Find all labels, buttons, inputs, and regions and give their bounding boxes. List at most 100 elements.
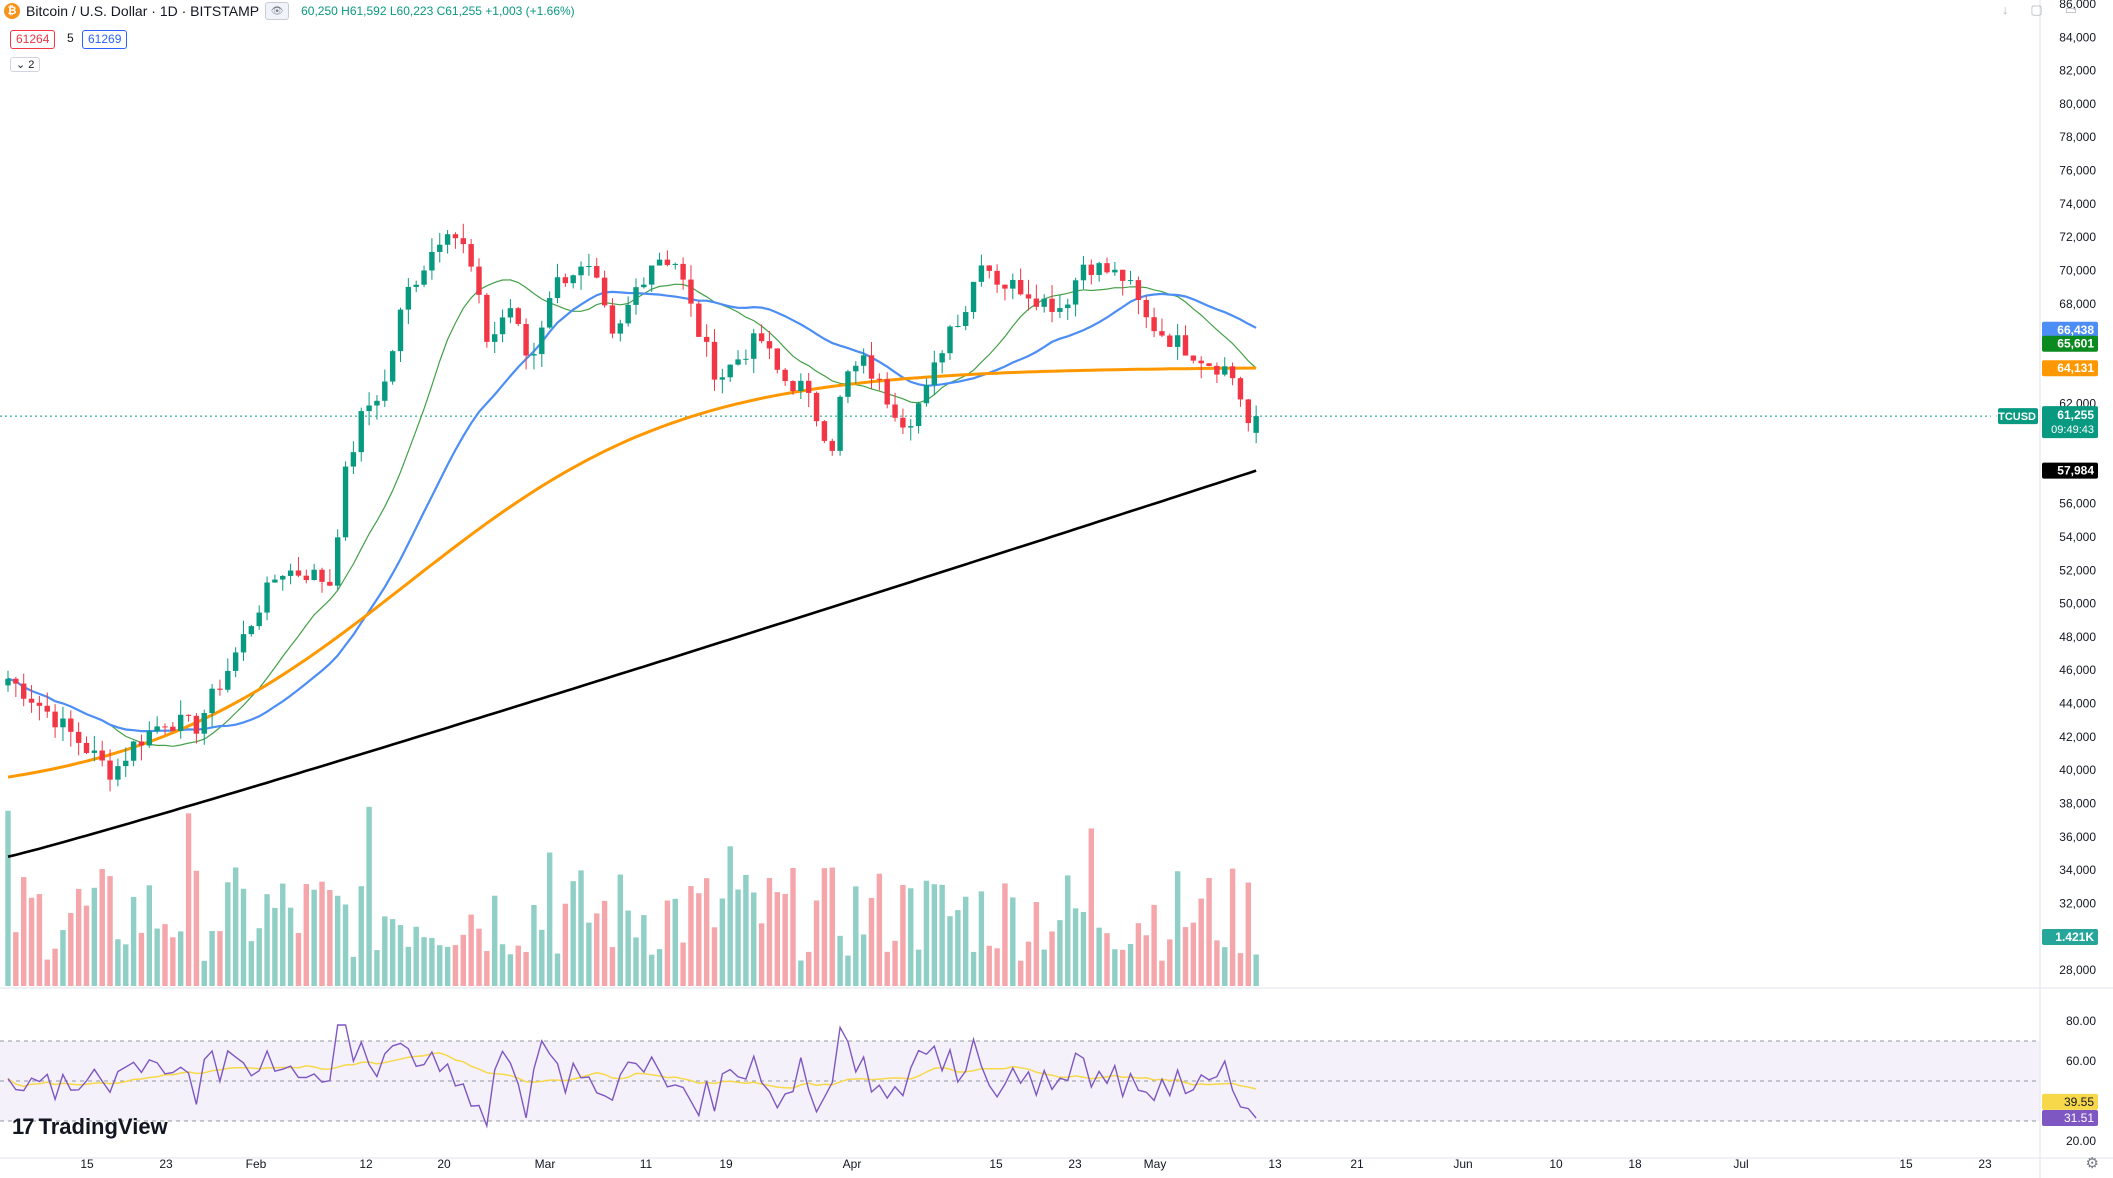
candle-body bbox=[60, 718, 66, 728]
time-tick-label: 23 bbox=[1068, 1157, 1082, 1171]
candle-body bbox=[146, 731, 152, 746]
volume-bar bbox=[1088, 828, 1094, 986]
volume-bar bbox=[1112, 949, 1118, 986]
volume-bar bbox=[499, 944, 506, 986]
candle-body bbox=[68, 718, 74, 732]
volume-bar bbox=[649, 954, 655, 986]
candle-body bbox=[782, 369, 788, 382]
price-tick-label: 74,000 bbox=[2059, 197, 2096, 211]
candle-body bbox=[790, 381, 796, 392]
volume-bar bbox=[633, 937, 639, 986]
volume-bar bbox=[170, 937, 176, 986]
symbol-title[interactable]: Bitcoin / U.S. Dollar · 1D · BITSTAMP bbox=[26, 3, 260, 19]
time-tick-label: Jun bbox=[1453, 1157, 1472, 1171]
candle-body bbox=[484, 294, 490, 342]
candle-body bbox=[389, 351, 396, 382]
volume-bar bbox=[782, 893, 788, 986]
candle-body bbox=[36, 702, 43, 706]
volume-bar bbox=[492, 895, 498, 986]
gear-icon[interactable]: ⚙ bbox=[2085, 1155, 2099, 1172]
volume-bar bbox=[892, 940, 898, 986]
volume-bar bbox=[437, 945, 443, 986]
volume-bar bbox=[335, 895, 341, 986]
rsi-ma-badge-bg bbox=[2042, 1093, 2098, 1110]
volume-bar bbox=[287, 907, 294, 986]
candle-body bbox=[1206, 363, 1212, 366]
candle-body bbox=[21, 683, 27, 699]
maximize-icon[interactable]: ▢ bbox=[2030, 2, 2043, 17]
volume-bar bbox=[476, 928, 482, 986]
time-tick-label: 23 bbox=[1978, 1157, 1992, 1171]
candle-body bbox=[1057, 308, 1063, 312]
arrow-down-icon[interactable]: ↓ bbox=[2001, 2, 2009, 17]
indicators-badge[interactable]: ⌄ 2 bbox=[10, 57, 41, 72]
candle-body bbox=[1167, 335, 1173, 347]
rsi-ma-badge: 39.55 bbox=[2064, 1095, 2094, 1109]
candle-body bbox=[460, 238, 466, 245]
candle-body bbox=[955, 325, 961, 327]
candle-body bbox=[1088, 264, 1094, 275]
volume-bar bbox=[735, 889, 741, 986]
volume-bar bbox=[44, 959, 50, 986]
ask-price-button[interactable]: 61269 bbox=[82, 30, 128, 49]
candle-body bbox=[1002, 284, 1008, 289]
candlesticks bbox=[5, 223, 1259, 792]
candle-body bbox=[1127, 280, 1134, 282]
time-tick-label: 23 bbox=[159, 1157, 173, 1171]
volume-bar bbox=[1072, 908, 1079, 986]
ma-orange-line bbox=[7, 366, 1257, 779]
candle-body bbox=[751, 333, 757, 359]
ma-black-line bbox=[7, 469, 1257, 858]
volume-bar bbox=[382, 916, 388, 986]
eye-icon[interactable]: 👁 bbox=[265, 2, 290, 20]
price-tick-label: 80,000 bbox=[2059, 97, 2096, 111]
volume-bar bbox=[696, 893, 702, 986]
tradingview-logo-text: TradingView bbox=[38, 1114, 168, 1139]
candle-body bbox=[578, 266, 584, 276]
volume-badge-bg bbox=[2042, 929, 2098, 945]
candle-body bbox=[860, 355, 867, 366]
volume-bar bbox=[531, 904, 537, 986]
candle-body bbox=[837, 396, 843, 451]
candle-body bbox=[923, 384, 930, 404]
volume-bar bbox=[727, 846, 733, 986]
volume-bar bbox=[625, 910, 631, 986]
minimize-icon[interactable]: ▭ bbox=[2064, 2, 2077, 17]
candle-body bbox=[1120, 269, 1126, 281]
time-axis: 15 23 Feb 12 20 Mar 11 19 Apr 15 23 May 13 21 Jun 10 18 J… bbox=[80, 1157, 1992, 1171]
candle-body bbox=[884, 379, 890, 405]
candle-body bbox=[900, 417, 906, 428]
candle-body bbox=[1112, 269, 1118, 273]
candle-body bbox=[829, 440, 835, 451]
ma-green-badge: 65,601 bbox=[2057, 337, 2094, 351]
candle-body bbox=[633, 287, 639, 305]
candle-body bbox=[758, 333, 765, 342]
volume-bar bbox=[719, 898, 726, 986]
volume-bar bbox=[444, 946, 451, 986]
bid-price-button[interactable]: 61264 bbox=[10, 30, 56, 49]
candle-body bbox=[201, 713, 207, 734]
volume-bar bbox=[711, 927, 718, 986]
volume-bar bbox=[1127, 943, 1134, 986]
candle-body bbox=[319, 569, 325, 582]
candle-body bbox=[1229, 366, 1236, 379]
chart-header: ₿ Bitcoin / U.S. Dollar · 1D · BITSTAMP … bbox=[4, 2, 575, 20]
candle-body bbox=[1245, 399, 1251, 424]
candle-body bbox=[1214, 365, 1220, 375]
candle-body bbox=[256, 612, 262, 627]
volume-bar bbox=[1041, 949, 1047, 986]
volume-bar bbox=[1104, 933, 1110, 986]
volume-bar bbox=[641, 915, 647, 986]
volume-bar bbox=[609, 947, 616, 986]
volume-bar bbox=[1167, 939, 1173, 986]
candle-body bbox=[280, 575, 286, 580]
volume-bar bbox=[798, 960, 804, 986]
time-tick-label: Jul bbox=[1733, 1157, 1748, 1171]
volume-bar bbox=[1206, 877, 1212, 986]
candle-body bbox=[727, 364, 733, 378]
moving-averages bbox=[7, 279, 1257, 858]
volume-bar bbox=[1159, 960, 1165, 986]
ma-black-badge: 57,984 bbox=[2057, 464, 2094, 478]
